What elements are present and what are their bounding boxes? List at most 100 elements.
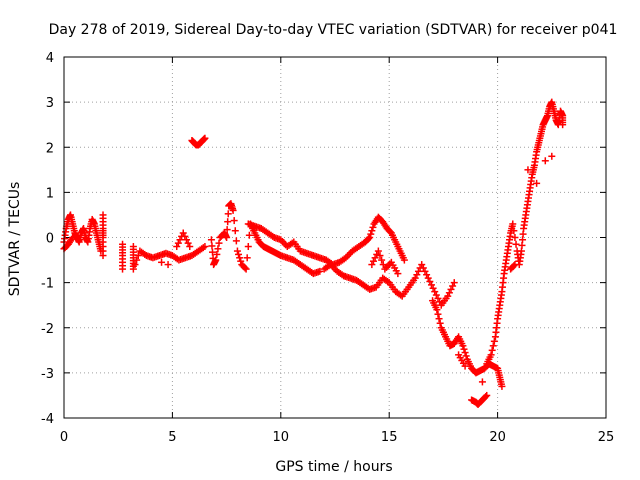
x-tick-label: 20: [489, 430, 506, 445]
axis-ticks: 0 5 10 15 20 25 -4 -3 -2 -1 0 1 2 3 4: [41, 51, 614, 445]
data-point: [242, 265, 250, 273]
y-tick-label: -1: [41, 277, 54, 292]
data-point: [445, 289, 453, 297]
data-point: [224, 218, 232, 226]
data-point: [201, 243, 209, 251]
data-point: [373, 250, 381, 258]
data-point: [427, 281, 435, 289]
data-point: [510, 227, 518, 235]
y-axis-label: SDTVAR / TECUs: [7, 182, 23, 297]
x-tick-label: 15: [381, 430, 398, 445]
data-point: [413, 271, 421, 279]
data-point: [449, 282, 457, 290]
data-point: [173, 243, 181, 251]
data-point: [433, 306, 441, 314]
data-point: [381, 265, 389, 273]
data-point: [559, 121, 567, 129]
data-point: [158, 258, 166, 266]
data-point: [447, 285, 455, 293]
data-point: [436, 319, 444, 327]
y-tick-label: 3: [46, 96, 54, 111]
data-point: [232, 237, 240, 245]
data-point: [365, 235, 373, 243]
data-point: [236, 254, 244, 262]
data-point: [368, 261, 376, 269]
y-tick-label: -4: [41, 412, 54, 427]
data-point: [201, 134, 209, 142]
data-point: [482, 393, 490, 401]
y-tick-label: 2: [46, 141, 54, 156]
data-point: [245, 231, 253, 239]
data-point: [367, 230, 375, 238]
data-point: [235, 250, 243, 258]
data-point: [131, 261, 139, 269]
data-point: [69, 234, 77, 241]
data-point: [478, 378, 486, 386]
data-point: [215, 239, 223, 247]
data-point: [423, 271, 431, 279]
data-point: [174, 239, 182, 247]
data-point: [459, 342, 467, 350]
data-point: [548, 152, 556, 160]
data-point: [277, 236, 285, 244]
data-point: [483, 391, 491, 399]
data-point: [179, 229, 187, 237]
data-point: [511, 261, 519, 269]
data-point: [229, 206, 237, 214]
data-point: [487, 351, 495, 359]
data-point: [460, 345, 468, 353]
data-point: [461, 349, 469, 357]
x-tick-label: 0: [60, 430, 68, 445]
data-point: [374, 247, 382, 255]
x-tick-label: 5: [168, 430, 176, 445]
data-point: [244, 243, 252, 251]
data-point: [184, 239, 192, 247]
data-point: [316, 267, 324, 275]
data-point: [186, 243, 194, 251]
data-point: [426, 277, 434, 285]
data-point: [418, 261, 426, 269]
data-point: [368, 227, 376, 235]
y-tick-label: -3: [41, 367, 54, 382]
plot-frame: [63, 56, 607, 419]
data-point: [376, 252, 384, 260]
data-points: [60, 98, 567, 408]
data-point: [524, 166, 532, 174]
data-point: [432, 291, 440, 299]
data-point: [214, 245, 222, 253]
data-point: [241, 264, 249, 272]
data-point: [435, 315, 443, 323]
data-point: [489, 342, 497, 350]
data-point: [511, 234, 519, 241]
data-point: [223, 226, 231, 234]
data-point: [233, 247, 241, 255]
data-point: [213, 250, 221, 258]
data-point: [378, 256, 386, 264]
grid: [64, 57, 606, 418]
data-point: [369, 257, 377, 265]
data-point: [345, 250, 353, 258]
data-point: [434, 310, 442, 318]
data-point: [224, 210, 232, 218]
x-axis-label: GPS time / hours: [275, 459, 392, 475]
data-point: [119, 265, 127, 273]
data-point: [129, 265, 137, 273]
y-tick-label: 0: [46, 232, 54, 247]
data-point: [176, 236, 184, 244]
data-point: [181, 232, 189, 240]
x-tick-label: 10: [273, 430, 290, 445]
data-point: [134, 252, 142, 260]
data-point: [230, 217, 238, 225]
data-point: [461, 362, 469, 370]
data-point: [533, 179, 541, 187]
data-point: [212, 256, 220, 264]
data-point: [490, 337, 498, 345]
data-point: [462, 352, 470, 360]
data-point: [386, 260, 394, 268]
y-tick-label: 1: [46, 186, 54, 201]
data-point: [541, 157, 549, 165]
data-point: [424, 274, 432, 282]
data-point: [208, 242, 216, 250]
data-point: [231, 227, 239, 235]
